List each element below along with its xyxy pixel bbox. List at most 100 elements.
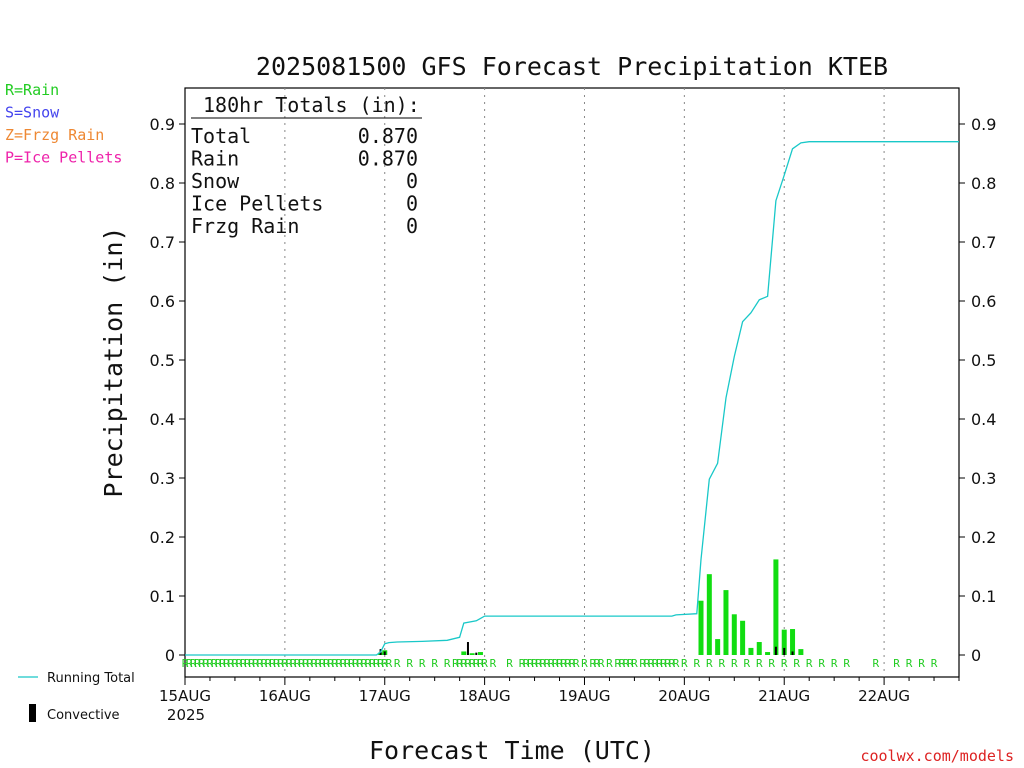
precip-type-legend: R=Rain S=Snow Z=Frzg Rain P=Ice Pellets (5, 81, 122, 167)
rain-bar (756, 642, 762, 655)
precip-type-marker: R (331, 657, 338, 670)
precip-type-marker: R (219, 657, 226, 670)
precip-type-marker: R (506, 657, 513, 670)
precip-type-marker: R (606, 657, 613, 670)
precip-type-marker: R (273, 657, 280, 670)
precip-type-marker: R (269, 657, 276, 670)
totals-box: 180hr Totals (in): Total 0.870 Rain 0.870 Sno… (191, 93, 422, 238)
precip-type-marker: R (307, 657, 314, 670)
precip-type-marker: R (656, 657, 663, 670)
precip-type-marker: R (186, 657, 193, 670)
bottom-legend: Running Total Convective (18, 671, 135, 723)
precip-type-marker: R (806, 657, 813, 670)
precip-type-marker: R (906, 657, 913, 670)
precip-type-marker: R (481, 657, 488, 670)
precip-type-legend-entry: R=Rain (5, 81, 59, 99)
precip-type-marker: R (631, 657, 638, 670)
precip-type-marker: R (519, 657, 526, 670)
precip-type-marker: R (872, 657, 879, 670)
precip-type-marker: R (302, 657, 309, 670)
precip-type-marker: R (831, 657, 838, 670)
precip-type-marker: R (460, 657, 467, 670)
precip-type-marker: R (207, 657, 214, 670)
x-tick-label: 17AUG (359, 687, 411, 705)
precip-type-marker: R (369, 657, 376, 670)
precip-type-marker: R (918, 657, 925, 670)
precip-type-marker: R (589, 657, 596, 670)
precip-type-marker: R (793, 657, 800, 670)
precip-type-legend-entry: S=Snow (5, 104, 60, 122)
x-tick-label: 21AUG (758, 687, 810, 705)
x-tick-label: 18AUG (459, 687, 511, 705)
y-tick-label: 0.7 (150, 233, 175, 252)
precip-type-marker: R (893, 657, 900, 670)
precip-type-marker: R (190, 657, 197, 670)
precip-type-marker: R (544, 657, 551, 670)
precip-type-marker: R (768, 657, 775, 670)
precip-type-marker: R (781, 657, 788, 670)
rain-bar (706, 574, 712, 655)
rain-bar (461, 651, 467, 655)
running-total-legend-label: Running Total (47, 671, 135, 686)
running-total-line (185, 141, 959, 656)
precip-type-marker: R (294, 657, 301, 670)
precip-type-marker: R (406, 657, 413, 670)
start-year-label: 2025 (167, 706, 205, 724)
precip-type-marker: R (348, 657, 355, 670)
precip-type-marker: R (327, 657, 334, 670)
totals-row-label: Snow (191, 169, 240, 193)
precip-type-marker: R (377, 657, 384, 670)
precip-type-marker: R (743, 657, 750, 670)
precip-type-marker: R (639, 657, 646, 670)
precip-type-marker: R (644, 657, 651, 670)
precip-type-marker: R (619, 657, 626, 670)
y-tick-label-right: 0.6 (971, 292, 996, 311)
precip-type-marker: R (365, 657, 372, 670)
grid-lines (284, 88, 885, 677)
convective-bar (783, 647, 786, 655)
precip-type-marker: R (386, 657, 393, 670)
convective-bar (383, 651, 386, 655)
precip-type-marker: R (257, 657, 264, 670)
precip-type-marker: R (469, 657, 476, 670)
precip-type-marker: R (248, 657, 255, 670)
convective-bar (791, 651, 794, 655)
precip-type-marker: R (431, 657, 438, 670)
precip-type-marker: R (298, 657, 305, 670)
precip-type-marker: R (477, 657, 484, 670)
x-axis-label: Forecast Time (UTC) (369, 736, 655, 765)
y-tick-label-right: 0.1 (971, 587, 996, 606)
precip-type-marker: R (240, 657, 247, 670)
rain-bar (723, 590, 729, 655)
precip-type-marker: R (652, 657, 659, 670)
precip-type-marker: R (565, 657, 572, 670)
y-tick-label: 0.3 (150, 469, 175, 488)
precip-type-marker: R (277, 657, 284, 670)
precip-type-marker: R (490, 657, 497, 670)
precip-type-marker: R (340, 657, 347, 670)
y-tick-label: 0.6 (150, 292, 175, 311)
x-tick-label: 20AUG (658, 687, 710, 705)
precip-type-marker: R (394, 657, 401, 670)
totals-row-value: 0.870 (358, 124, 418, 148)
precip-type-marker: R (323, 657, 330, 670)
plot-frame (184, 87, 960, 678)
precip-type-marker: R (198, 657, 205, 670)
y-tick-label: 0.9 (150, 115, 175, 134)
precip-type-marker: R (315, 657, 322, 670)
y-tick-label-right: 0.8 (971, 174, 996, 193)
rain-bar (765, 652, 771, 655)
precip-type-marker: R (311, 657, 318, 670)
precip-type-marker: R (573, 657, 580, 670)
precip-type-marker: R (673, 657, 680, 670)
rain-bar (740, 620, 746, 655)
totals-row-value: 0 (406, 214, 418, 238)
precip-type-marker: R (614, 657, 621, 670)
precip-type-marker: R (232, 657, 239, 670)
precip-type-legend-entry: Z=Frzg Rain (5, 126, 104, 144)
totals-row-value: 0 (406, 192, 418, 216)
precip-type-marker: R (286, 657, 293, 670)
precip-type-marker: R (843, 657, 850, 670)
credit-text: coolwx.com/models (860, 747, 1014, 765)
